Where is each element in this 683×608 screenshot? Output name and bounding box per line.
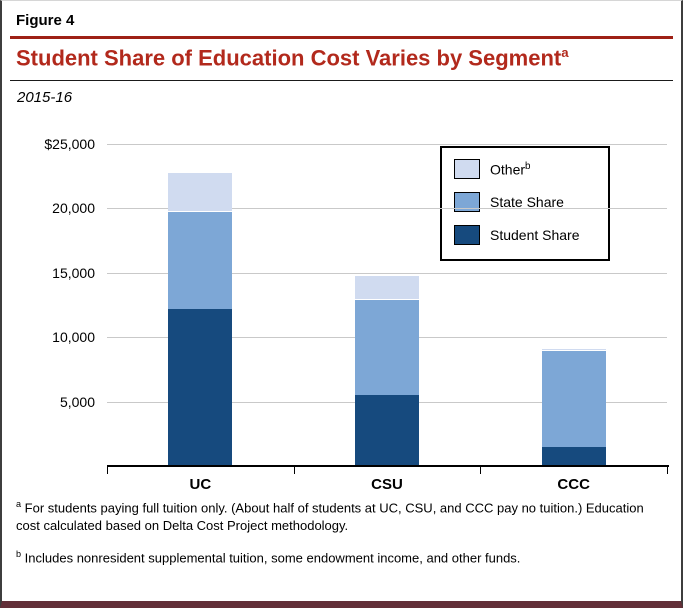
bar-segment-other-uc — [168, 172, 233, 211]
bar-segment-state_share-uc — [168, 210, 233, 309]
bar-segment-other-ccc — [541, 348, 606, 351]
figure-subtitle: 2015-16 — [17, 89, 73, 106]
figure-title-superscript: a — [561, 45, 569, 60]
gridline — [107, 208, 667, 210]
figure-title: Student Share of Education Cost Varies b… — [16, 45, 569, 71]
legend-label: Student Share — [490, 227, 580, 243]
legend: Otherb State Share Student Share — [440, 146, 610, 261]
figure-title-text: Student Share of Education Cost Varies b… — [16, 45, 562, 71]
axis-tick — [107, 467, 108, 474]
axis-tick — [667, 467, 668, 474]
stacked-bar-chart: Otherb State Share Student Share $25,000 20… — [2, 126, 681, 493]
x-axis-label-uc: UC — [189, 476, 212, 493]
y-axis-label: 10,000 — [52, 329, 95, 346]
bar-segment-state_share-ccc — [541, 350, 606, 447]
y-axis-label: 20,000 — [52, 200, 95, 217]
bar-segment-other-csu — [355, 275, 419, 299]
x-axis-label-ccc: CCC — [557, 476, 590, 493]
bar-segment-student_share-csu — [355, 395, 419, 466]
bar-segment-student_share-ccc — [541, 446, 606, 466]
legend-label: Otherb — [490, 160, 531, 178]
footnotes: a For students paying full tuition only.… — [16, 498, 670, 581]
bar-segment-student_share-uc — [168, 308, 233, 466]
footnote-b: b Includes nonresident supplemental tuit… — [16, 549, 521, 566]
header-divider — [10, 80, 673, 81]
y-axis-label: 15,000 — [52, 264, 95, 281]
legend-item-student_share: Student Share — [454, 225, 596, 245]
x-axis-label-csu: CSU — [371, 476, 403, 493]
x-axis-line — [107, 465, 669, 467]
gridline — [107, 272, 667, 274]
legend-label: State Share — [490, 194, 564, 210]
title-rule — [10, 36, 673, 39]
legend-swatch-student_share — [454, 225, 480, 245]
gridline — [107, 144, 667, 145]
figure-label: Figure 4 — [16, 12, 75, 29]
legend-item-other: Otherb — [454, 159, 596, 179]
bar-segment-state_share-csu — [355, 298, 419, 396]
axis-tick — [293, 467, 295, 474]
legend-swatch-state_share — [454, 192, 480, 212]
legend-item-state_share: State Share — [454, 192, 596, 212]
y-axis-label: $25,000 — [44, 136, 95, 152]
axis-tick — [480, 467, 482, 474]
legend-swatch-other — [454, 159, 480, 179]
footnote-a: a For students paying full tuition only.… — [16, 499, 644, 533]
y-axis-label: 5,000 — [59, 393, 95, 410]
